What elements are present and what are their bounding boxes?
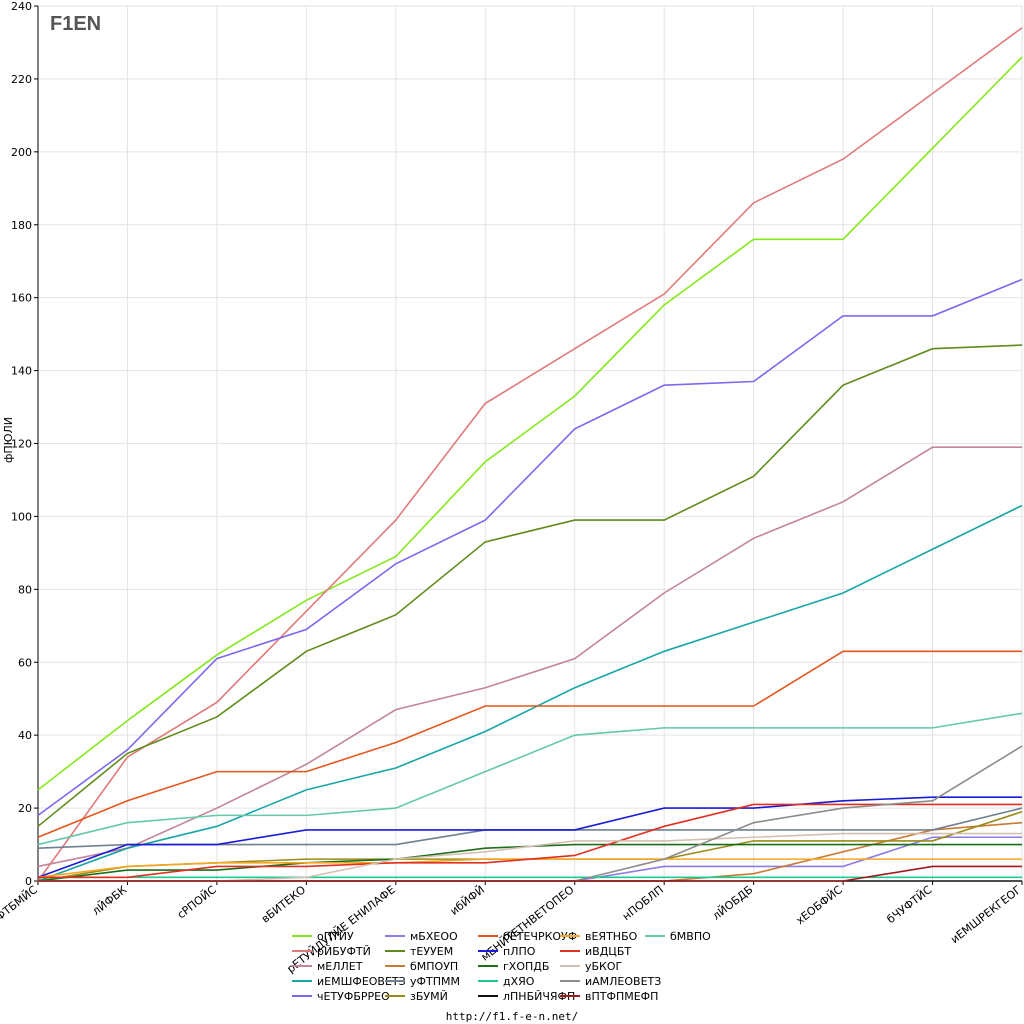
legend: оПТЙУ рЙБУФТЙ мЕЛЛЕТ иЕМШФЕОВЕТЗ чЕТУФБРРЕО м… [292, 930, 711, 1003]
legend-label: иАМЛЕОВЕТЗ [585, 975, 661, 988]
y-tick-label: 40 [18, 729, 32, 742]
y-tick-label: 180 [11, 219, 32, 232]
y-tick-label: 140 [11, 365, 32, 378]
y-tick-label: 200 [11, 146, 32, 159]
series-line [37, 56, 1023, 791]
y-tick-label: 220 [11, 73, 32, 86]
legend-label: иЕМШФЕОВЕТЗ [317, 975, 406, 988]
series-line [37, 650, 1022, 838]
legend-label: уБКОГ [585, 960, 623, 973]
x-tick-label: нПОБЛП [620, 883, 666, 923]
series-line [38, 803, 1022, 879]
x-tick-label: сРПОЙС [175, 883, 219, 921]
series-line [37, 344, 1023, 827]
legend-label: вПТФПМЕФП [585, 990, 658, 1003]
logo-text: F1EN [50, 13, 101, 35]
legend-label: бМВПО [670, 930, 711, 943]
legend-label: иВДЦБТ [585, 945, 631, 958]
series-line [37, 858, 1022, 879]
legend-label: вЕЯТНБО [585, 930, 638, 943]
footer-url[interactable]: http://f1.f-e-n.net/ [446, 1010, 578, 1023]
series-line [37, 712, 1023, 846]
axes [34, 5, 1023, 885]
legend-label: лПНБЙЧЯФП [503, 990, 575, 1003]
y-tick-label: 120 [11, 438, 32, 451]
series-line [38, 821, 1023, 882]
y-tick-label: 20 [18, 802, 32, 815]
series-line [38, 865, 1022, 882]
x-tick-label: бЧУФТБМЙС [0, 883, 40, 937]
series-line [37, 27, 1023, 882]
legend-label: бМПОУП [410, 960, 458, 973]
series-line [37, 504, 1023, 882]
logo: F1EN [48, 10, 101, 35]
x-tick-label: ибЙФЙ [448, 883, 487, 918]
x-tick-label: хЕОБФЙС [794, 883, 846, 927]
gridlines [37, 5, 1023, 882]
series-line [37, 796, 1022, 879]
legend-label: уФТПММ [410, 975, 460, 988]
y-tick-labels: 0 20 40 60 80 100 120 140 160 180 200 220 240 [11, 0, 32, 888]
x-tick-label: бЧУФТЙС [885, 883, 935, 926]
series-line [37, 807, 1023, 849]
x-tick-label: лЙОБДБ [710, 883, 756, 923]
x-tick-label: иЕМШРЕКГЕОГ [948, 883, 1024, 946]
series-line [37, 278, 1023, 817]
legend-label: гХОПДБ [503, 960, 549, 973]
legend-label: тЕУУЕМ [410, 945, 453, 958]
x-tick-label: вБИТЕКО [259, 883, 309, 926]
legend-label: рЙБУФТЙ [317, 945, 371, 958]
legend-label: пЛПО [503, 945, 536, 958]
legend-label: чЕТУФБРРЕО [317, 990, 390, 1003]
series-line [37, 446, 1022, 868]
legend-label: дХЯО [503, 975, 535, 988]
y-tick-label: 240 [11, 0, 32, 13]
y-tick-label: 0 [25, 875, 32, 888]
x-tick-label: лЙФБК [90, 883, 130, 918]
legend-label: мЕЛЛЕТ [317, 960, 363, 973]
y-tick-label: 60 [18, 656, 32, 669]
legend-label: зБУМЙ [410, 990, 448, 1003]
y-tick-label: 160 [11, 292, 32, 305]
legend-label: мБХЕОО [410, 930, 458, 943]
legend-label: оПТЙУ [317, 930, 354, 943]
series-lines [37, 27, 1023, 882]
y-axis-label: фПЮЛИ [2, 417, 15, 463]
series-line [38, 745, 1023, 882]
y-tick-label: 80 [18, 583, 32, 596]
y-tick-label: 100 [11, 510, 32, 523]
legend-label: бЕТЕЧРКОУФ [503, 930, 577, 943]
